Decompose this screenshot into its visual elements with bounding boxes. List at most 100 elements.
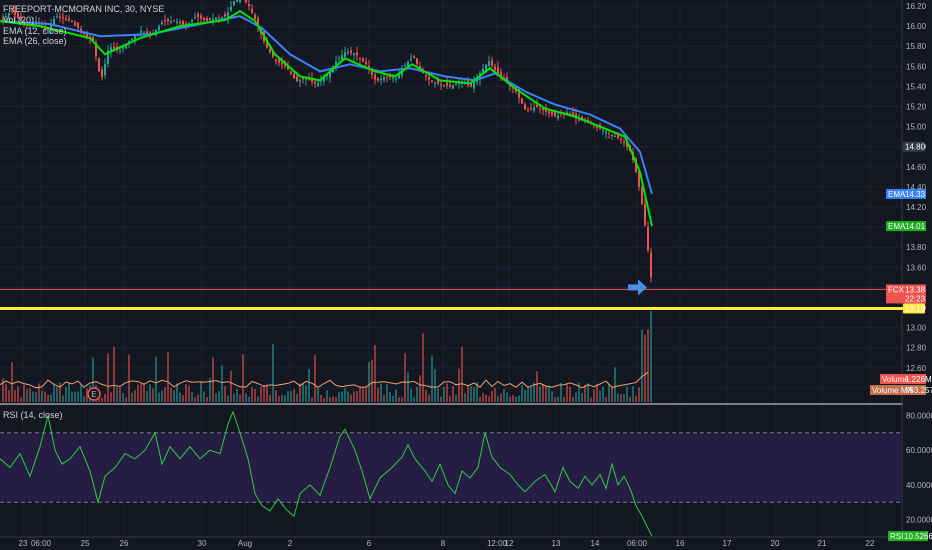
price-tick-label: 15.60	[906, 62, 927, 71]
volume-bar	[263, 384, 265, 402]
candle	[320, 80, 322, 82]
time-tick-label: 06:00	[31, 539, 52, 548]
volume-bar	[551, 391, 553, 402]
volume-bar	[29, 388, 31, 402]
time-tick-label: 06:00	[627, 539, 648, 548]
candle	[287, 66, 289, 70]
candle	[605, 131, 607, 133]
time-tick-label: 14	[591, 539, 600, 548]
volume-bar	[338, 392, 340, 402]
volume-bar	[368, 361, 370, 402]
volume-bar	[116, 386, 118, 402]
price-tick-label: 13.00	[906, 324, 927, 333]
time-tick-label: 16	[676, 539, 685, 548]
volume-bar	[188, 385, 190, 402]
time-tick-label: 12:00	[487, 539, 508, 548]
price-tick-label: 13.60	[906, 263, 927, 272]
earnings-marker	[87, 387, 101, 401]
volume-bar	[200, 381, 202, 402]
candle	[311, 78, 313, 83]
rsi-tick-label: 20.0000	[906, 516, 932, 525]
candle	[347, 51, 349, 54]
candle	[317, 82, 319, 87]
candle	[365, 62, 367, 65]
ema-slow-legend[interactable]: EMA (26, close)	[3, 36, 67, 46]
candle	[80, 28, 82, 32]
candle	[257, 18, 259, 27]
candle	[17, 12, 19, 19]
volume-bar	[611, 387, 613, 402]
price-tick-label: 15.20	[906, 103, 927, 112]
candle	[11, 11, 13, 13]
candle	[356, 52, 358, 56]
volume-bar	[209, 378, 211, 402]
rsi-tick-label: 60.0000	[906, 446, 932, 455]
candle	[404, 65, 406, 68]
volume-bar	[122, 393, 124, 402]
candle	[101, 69, 103, 78]
candle	[401, 69, 403, 76]
candle	[62, 16, 64, 19]
candle	[494, 66, 496, 70]
volume-bar	[530, 387, 532, 402]
candle	[251, 8, 253, 13]
candle	[608, 132, 610, 134]
volume-bar	[455, 394, 457, 402]
candle	[98, 58, 100, 72]
candle	[434, 82, 436, 84]
volume-bar	[614, 367, 616, 402]
candle	[482, 68, 484, 73]
volume-bar	[353, 391, 355, 402]
volume-bar	[296, 393, 298, 402]
candle	[650, 252, 652, 278]
volume-tag-label: Volume	[882, 375, 909, 384]
volume-bar	[104, 394, 106, 402]
volume-bar	[206, 397, 208, 402]
volume-bar	[545, 386, 547, 402]
volume-bar	[176, 383, 178, 402]
volume-bar	[23, 384, 25, 402]
chart-title: FREEPORT-MCMORAN INC, 30, NYSE	[3, 4, 165, 14]
candle	[620, 138, 622, 141]
volume-legend[interactable]: Vol (20)	[3, 15, 35, 25]
candle	[53, 19, 55, 25]
candle	[299, 80, 301, 82]
candle	[245, 0, 247, 3]
candle	[527, 110, 529, 112]
volume-bar	[491, 390, 493, 402]
volume-bar	[587, 383, 589, 402]
ema-fast-legend[interactable]: EMA (12, close)	[3, 26, 67, 36]
candle	[518, 89, 520, 98]
volume-bar	[248, 396, 250, 402]
candle	[113, 46, 115, 49]
volume-bar	[446, 383, 448, 402]
candle	[71, 20, 73, 23]
volume-bar	[617, 393, 619, 402]
volume-bar	[620, 394, 622, 402]
candle	[158, 26, 160, 31]
candle	[74, 22, 76, 26]
volume-bar	[101, 397, 103, 402]
ema-fast-tag-bg	[886, 221, 926, 232]
volume-bar	[452, 386, 454, 402]
candle	[167, 19, 169, 22]
rsi-legend[interactable]: RSI (14, close)	[3, 410, 63, 420]
time-tick-label: 2	[288, 539, 293, 548]
volume-bar	[398, 397, 400, 402]
volume-bar	[458, 368, 460, 402]
candle	[20, 17, 22, 22]
price-tick-label: 12.80	[906, 344, 927, 353]
volume-bar	[5, 383, 7, 402]
candle	[266, 41, 268, 48]
candle	[248, 4, 250, 7]
volume-bar	[599, 390, 601, 402]
ema-slow-tag-bg	[886, 188, 926, 199]
volume-bar	[299, 383, 301, 402]
volume-bar	[572, 396, 574, 402]
ema-slow-tag: EMA	[888, 190, 906, 199]
candle	[392, 77, 394, 79]
candle	[221, 16, 223, 19]
candle	[119, 50, 121, 52]
volume-bar	[377, 387, 379, 402]
